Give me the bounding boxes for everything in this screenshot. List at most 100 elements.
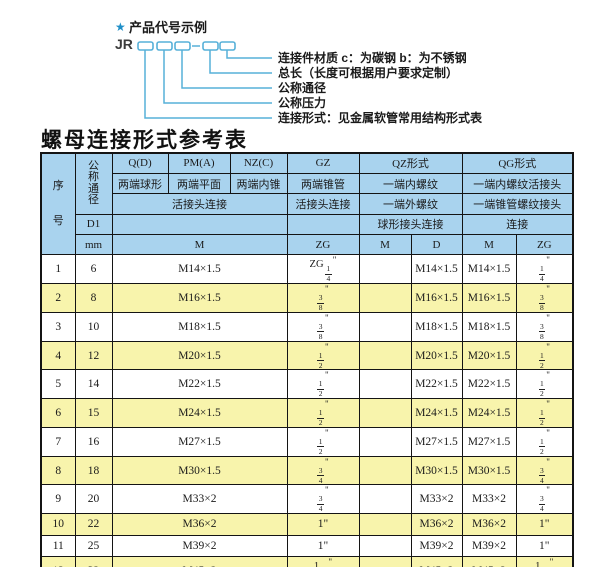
cell-gz-zg: 3 4 " [286,455,360,486]
cell-gz-zg: 3 8 " [286,311,360,342]
header-form: 两端球形 [111,172,169,195]
cell-qg-m: M33×2 [461,484,517,515]
cell-m-thread: M20×1.5 [111,340,288,371]
cell-qz-d: M22×1.5 [410,369,463,400]
cell-qg-m: M18×1.5 [461,311,517,342]
cell-gz-zg: 3 8 " [286,283,360,313]
cell-qg-zg: 1" [515,513,574,536]
cell-dn: 15 [74,398,113,428]
header-form: 两端内锥 [229,172,288,195]
header-group-gz: GZ [286,152,360,174]
cell-m-thread: M45×2 [111,555,288,567]
header-thread-zg: ZG [286,234,360,256]
header-form: 一端内螺纹 [358,172,463,195]
header-group-pma: PM(A) [167,152,231,174]
cell-m-thread: M30×1.5 [111,455,288,486]
cell-qz-m [358,484,412,515]
code-box-2 [156,41,173,51]
header-connection: 一端外螺纹 [358,193,463,215]
label-pressure: 公称压力 [278,95,326,110]
cell-dn: 6 [74,254,113,285]
cell-qz-m [358,534,412,557]
table-header-row: 两端球形 两端平面 两端内锥 两端锥管 一端内螺纹 一端内螺纹活接头 [41,172,574,195]
connector-line-form [144,50,272,119]
table-row: 3 10 M18×1.5 3 8 " M18×1.5 M18×1.5 3 8 " [40,311,574,342]
cell-dn: 12 [74,340,113,371]
cell-qg-zg: 3 4 " [515,484,574,515]
cell-gz-zg: 1 2 " [286,369,360,400]
connector-line-material [226,50,272,59]
cell-seq: 12 [40,555,76,567]
cell-gz-zg: 3 4 " [286,484,360,515]
header-seq: 序号 [40,152,76,256]
cell-qg-m: M30×1.5 [461,455,517,486]
cell-m-thread: M22×1.5 [111,369,288,400]
cell-dn: 32 [74,555,113,567]
cell-qz-m [358,398,412,428]
cell-m-thread: M33×2 [111,484,288,515]
cell-dn: 20 [74,484,113,515]
cell-qg-zg: 3 8 " [515,311,574,342]
table-row: 10 22 M36×2 1" M36×2 M36×2 1" [40,513,574,536]
header-d1: D1 [74,213,113,236]
table-row: 8 18 M30×1.5 3 4 " M30×1.5 M30×1.5 3 4 " [40,455,574,486]
table-row: 11 25 M39×2 1" M39×2 M39×2 1" [40,534,574,557]
star-icon: ★ [115,20,126,34]
header-connection: 活接头连接 [111,193,288,215]
header-nominal-diameter: 公称通径 [74,152,113,215]
cell-qz-d: M45×2 [410,555,463,567]
cell-qz-d: M30×1.5 [410,455,463,486]
cell-qz-d: M24×1.5 [410,398,463,428]
cell-qg-zg: 114" [515,555,574,567]
table-header: 序号公称通径 Q(D) PM(A) NZ(C) GZ QZ形式 QG形式 两端球形 两端平面 两端… [40,152,574,256]
cell-seq: 5 [40,369,76,400]
product-code-diagram: ★ 产品代号示例 JR 连接件材质 c：为碳钢 b：为不锈钢 总长（长度可根据用… [115,20,483,125]
cell-qg-zg: 1 2 " [515,426,574,457]
table-row: 7 16 M27×1.5 1 2 " M27×1.5 M27×1.5 1 2 " [40,426,574,457]
cell-qg-zg: 1 2 " [515,369,574,400]
cell-dn: 18 [74,455,113,486]
cell-gz-zg: 1 2 " [286,340,360,371]
cell-gz-zg: ZG 1 4 " [286,254,360,285]
code-box-1 [137,41,154,51]
cell-seq: 6 [40,398,76,428]
cell-qz-m [358,311,412,342]
cell-gz-zg: 1 2 " [286,426,360,457]
cell-seq: 7 [40,426,76,457]
cell-dn: 22 [74,513,113,536]
header-form: 两端平面 [167,172,231,195]
table-body: 1 6 M14×1.5 ZG 1 4 " M14×1.5 M14×1.5 1 4 " 2 8 M16×1.5… [40,254,574,567]
table-header-row: 序号公称通径 Q(D) PM(A) NZ(C) GZ QZ形式 QG形式 [40,152,574,256]
table-row: 1232M45×2114"M45×2M45×2114" [40,555,574,567]
cell-qz-m [358,340,412,371]
header-group-qg: QG形式 [461,152,574,174]
cell-qg-m: M20×1.5 [461,340,517,371]
cell-gz-zg: 1" [286,534,360,557]
cell-seq: 9 [40,484,76,515]
code-box-3 [174,41,191,51]
cell-dn: 16 [74,426,113,457]
cell-qg-m: M39×2 [461,534,517,557]
cell-qg-m: M27×1.5 [461,426,517,457]
table-title: 螺母连接形式参考表 [41,127,248,152]
cell-dn: 10 [74,311,113,342]
cell-qz-d: M39×2 [410,534,463,557]
cell-m-thread: M16×1.5 [111,283,288,313]
table-row: 4 12 M20×1.5 1 2 " M20×1.5 M20×1.5 1 2 " [40,340,574,371]
header-connection: 一端锥管螺纹接头 [461,193,574,215]
cell-qz-d: M14×1.5 [410,254,463,285]
header-connection: 活接头连接 [286,193,360,215]
cell-seq: 2 [40,283,76,313]
cell-qg-m: M16×1.5 [461,283,517,313]
connector-line-length [209,50,272,74]
cell-m-thread: M18×1.5 [111,311,288,342]
